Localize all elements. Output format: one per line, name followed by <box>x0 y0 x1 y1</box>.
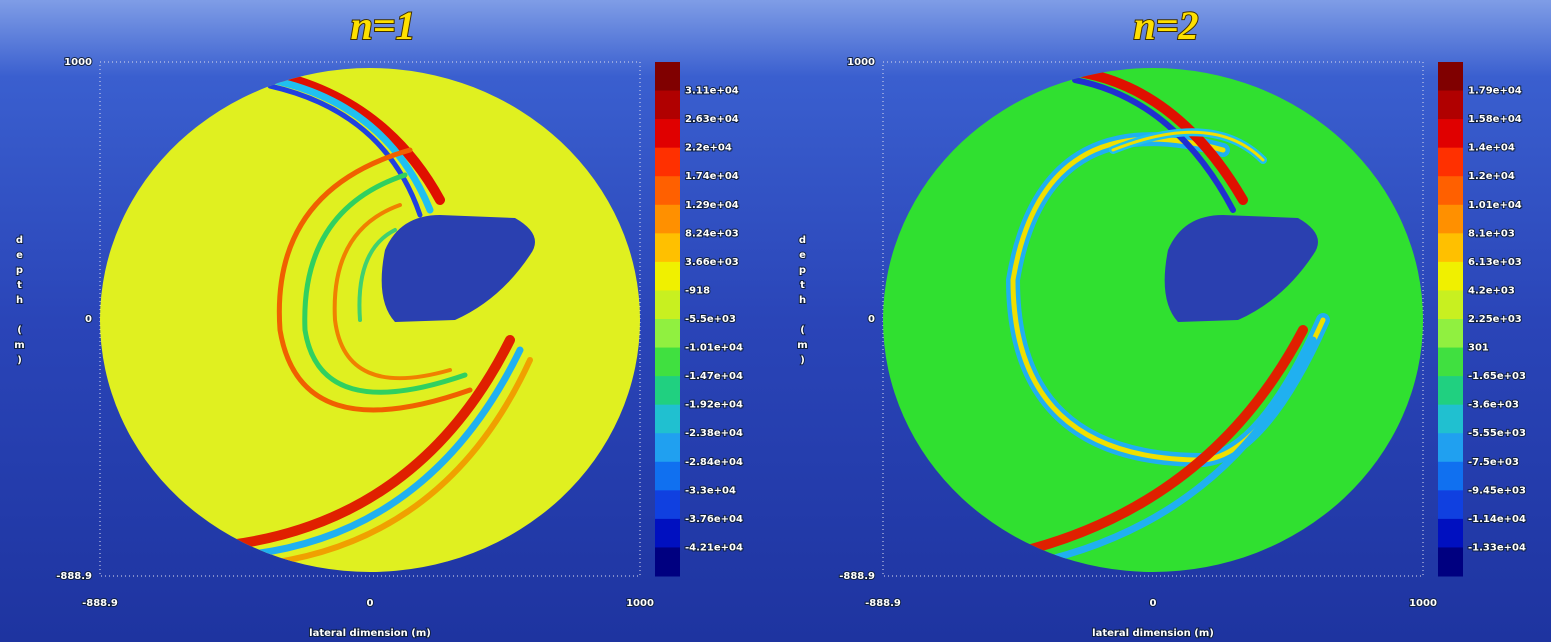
colorbar-label: 6.13e+03 <box>1468 257 1522 268</box>
colorbar-band <box>1438 91 1463 120</box>
colorbar-band <box>655 290 680 319</box>
colorbar-label: -1.65e+03 <box>1468 371 1526 382</box>
colorbar-band <box>1438 348 1463 377</box>
colorbar-band <box>1438 119 1463 148</box>
colorbar-band <box>655 519 680 548</box>
colorbar-label: -1.33e+04 <box>1468 542 1526 553</box>
colorbar-band <box>1438 376 1463 405</box>
colorbar-label: 3.11e+04 <box>685 86 739 97</box>
colorbar-label: -1.92e+04 <box>685 400 743 411</box>
colorbar-band <box>1438 490 1463 519</box>
colorbar-label: 1.01e+04 <box>1468 200 1522 211</box>
colorbar-label: 1.4e+04 <box>1468 143 1515 154</box>
colorbar-label: -3.3e+04 <box>685 485 736 496</box>
colorbar-band <box>1438 462 1463 491</box>
colorbar-label: -2.38e+04 <box>685 428 743 439</box>
colorbar-band <box>655 262 680 291</box>
y-tick-label: -888.9 <box>56 571 92 582</box>
colorbar-label: 3.66e+03 <box>685 257 739 268</box>
y-tick-label: 1000 <box>847 57 875 68</box>
colorbar-label: 1.79e+04 <box>1468 86 1522 97</box>
colorbar-band <box>1438 176 1463 205</box>
y-tick-label: 1000 <box>64 57 92 68</box>
colorbar-label: 2.2e+04 <box>685 143 732 154</box>
x-tick-label: 0 <box>367 598 374 609</box>
colorbar-label: 2.63e+04 <box>685 114 739 125</box>
colorbar-band <box>1438 433 1463 462</box>
colorbar-band <box>655 376 680 405</box>
colorbar-band <box>655 433 680 462</box>
y-tick-label: 0 <box>868 314 875 325</box>
colorbar-band <box>655 233 680 262</box>
colorbar-label: -918 <box>685 285 710 296</box>
colorbar-band <box>655 319 680 348</box>
y-axis-label: depth (m) <box>14 235 25 370</box>
colorbar-band <box>1438 547 1463 576</box>
y-tick-label: -888.9 <box>839 571 875 582</box>
colorbar-label: -3.6e+03 <box>1468 400 1519 411</box>
x-tick-label: 1000 <box>1409 598 1437 609</box>
colorbar-band <box>1438 519 1463 548</box>
colorbar-label: -5.55e+03 <box>1468 428 1526 439</box>
colorbar-band <box>1438 233 1463 262</box>
panel-title: n=1 <box>350 3 415 48</box>
colorbar-label: 1.29e+04 <box>685 200 739 211</box>
colorbar-label: 4.2e+03 <box>1468 285 1515 296</box>
colorbar-label: -2.84e+04 <box>685 457 743 468</box>
colorbar-band <box>655 91 680 120</box>
colorbar-band <box>655 490 680 519</box>
colorbar-band <box>1438 62 1463 91</box>
colorbar-label: -5.5e+03 <box>685 314 736 325</box>
y-axis-label: depth (m) <box>797 235 808 370</box>
x-tick-label: -888.9 <box>865 598 901 609</box>
colorbar-band <box>655 148 680 177</box>
colorbar-band <box>1438 262 1463 291</box>
colorbar-label: 301 <box>1468 343 1489 354</box>
x-tick-label: 0 <box>1150 598 1157 609</box>
colorbar-label: 8.24e+03 <box>685 228 739 239</box>
colorbar-band <box>1438 290 1463 319</box>
y-tick-label: 0 <box>85 314 92 325</box>
colorbar-label: -4.21e+04 <box>685 542 743 553</box>
x-axis-label: lateral dimension (m) <box>309 628 431 639</box>
colorbar-label: -9.45e+03 <box>1468 485 1526 496</box>
colorbar-band <box>1438 405 1463 434</box>
colorbar-label: -7.5e+03 <box>1468 457 1519 468</box>
colorbar-label: 1.58e+04 <box>1468 114 1522 125</box>
x-tick-label: -888.9 <box>82 598 118 609</box>
colorbar-band <box>1438 148 1463 177</box>
colorbar-label: 1.74e+04 <box>685 171 739 182</box>
colorbar-label: 2.25e+03 <box>1468 314 1522 325</box>
slide: n=1 1000 0 -888.9 -888.9 0 1000 depth (m) latera… <box>0 0 1551 642</box>
x-tick-label: 1000 <box>626 598 654 609</box>
colorbar-band <box>655 462 680 491</box>
colorbar-band <box>655 348 680 377</box>
colorbar-label: 8.1e+03 <box>1468 228 1515 239</box>
colorbar-label: -1.14e+04 <box>1468 514 1526 525</box>
colorbar-band <box>655 205 680 234</box>
colorbar-band <box>655 62 680 91</box>
colorbar-band <box>655 176 680 205</box>
colorbar-label: -3.76e+04 <box>685 514 743 525</box>
colorbar-band <box>655 405 680 434</box>
colorbar-label: -1.01e+04 <box>685 343 743 354</box>
colorbar-band <box>655 547 680 576</box>
panel-title: n=2 <box>1133 3 1198 48</box>
colorbar-band <box>1438 205 1463 234</box>
colorbar-label: 1.2e+04 <box>1468 171 1515 182</box>
colorbar-label: -1.47e+04 <box>685 371 743 382</box>
colorbar-band <box>1438 319 1463 348</box>
colorbar-band <box>655 119 680 148</box>
x-axis-label: lateral dimension (m) <box>1092 628 1214 639</box>
